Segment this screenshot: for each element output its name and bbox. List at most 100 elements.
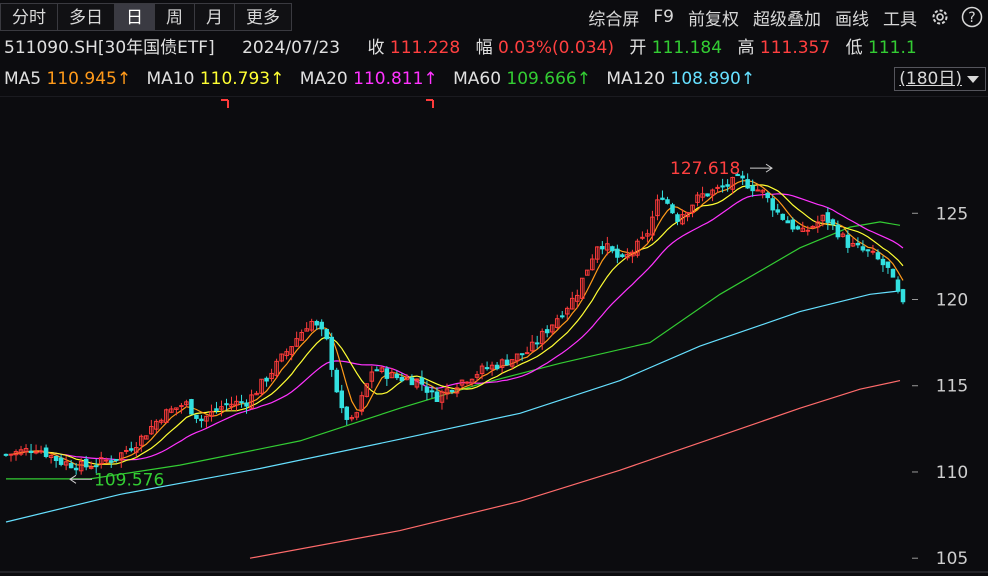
candle-body[interactable] xyxy=(259,378,264,394)
candle-body[interactable] xyxy=(209,411,214,417)
candle-body[interactable] xyxy=(414,378,420,388)
kline-chart[interactable]: 105 110 115 120 125 127.618 109.576 xyxy=(0,96,988,576)
candle-body[interactable] xyxy=(820,214,826,222)
candle-body[interactable] xyxy=(590,258,595,271)
candle-body[interactable] xyxy=(600,246,605,250)
candle-body[interactable] xyxy=(339,390,345,409)
tab-more[interactable]: 更多 xyxy=(235,3,292,31)
tool-f9[interactable]: F9 xyxy=(653,7,674,27)
candle-body[interactable] xyxy=(299,332,304,341)
candle-body[interactable] xyxy=(815,221,821,228)
candle-body[interactable] xyxy=(469,378,475,384)
candle-body[interactable] xyxy=(800,227,806,232)
candle-body[interactable] xyxy=(549,324,555,333)
candle-body[interactable] xyxy=(204,415,209,422)
tab-week[interactable]: 周 xyxy=(155,3,195,31)
candle-body[interactable] xyxy=(464,381,470,384)
candle-body[interactable] xyxy=(264,377,269,382)
candle-body[interactable] xyxy=(865,249,871,252)
candle-body[interactable] xyxy=(78,460,84,472)
candle-body[interactable] xyxy=(595,246,600,260)
tool-composite-screen[interactable]: 综合屏 xyxy=(588,9,640,30)
candle-body[interactable] xyxy=(570,297,575,310)
candle-body[interactable] xyxy=(324,328,329,340)
candle-body[interactable] xyxy=(184,401,189,406)
candle-body[interactable] xyxy=(700,193,705,198)
candle-body[interactable] xyxy=(870,250,876,253)
tab-intraday[interactable]: 分时 xyxy=(0,3,58,31)
candle-body[interactable] xyxy=(289,346,294,355)
candle-body[interactable] xyxy=(48,455,54,459)
candle-body[interactable] xyxy=(249,394,254,409)
candle-body[interactable] xyxy=(63,461,69,466)
tab-day[interactable]: 日 xyxy=(115,3,155,31)
candle-body[interactable] xyxy=(725,184,730,187)
candle-body[interactable] xyxy=(459,379,465,386)
candle-body[interactable] xyxy=(3,453,9,456)
candle-body[interactable] xyxy=(149,425,154,435)
candle-body[interactable] xyxy=(880,258,886,266)
candle-body[interactable] xyxy=(695,194,700,203)
candle-body[interactable] xyxy=(113,458,119,461)
candle-body[interactable] xyxy=(214,408,219,411)
candle-body[interactable] xyxy=(103,459,109,462)
candle-body[interactable] xyxy=(284,351,289,357)
candle-body[interactable] xyxy=(575,294,580,302)
candle-body[interactable] xyxy=(825,212,831,223)
candle-body[interactable] xyxy=(640,236,645,239)
candle-body[interactable] xyxy=(98,457,104,465)
candle-body[interactable] xyxy=(504,359,510,366)
candle-body[interactable] xyxy=(154,420,159,430)
candle-body[interactable] xyxy=(860,246,866,251)
candle-body[interactable] xyxy=(399,376,405,382)
candle-body[interactable] xyxy=(580,277,585,299)
candle-body[interactable] xyxy=(620,254,625,258)
candle-body[interactable] xyxy=(635,240,640,256)
candle-body[interactable] xyxy=(715,186,720,189)
candle-body[interactable] xyxy=(790,219,796,230)
candle-body[interactable] xyxy=(419,377,425,385)
candle-body[interactable] xyxy=(444,388,450,395)
candle-body[interactable] xyxy=(224,403,229,406)
candle-body[interactable] xyxy=(519,353,525,356)
candle-body[interactable] xyxy=(304,328,309,332)
candle-body[interactable] xyxy=(394,373,400,379)
candle-body[interactable] xyxy=(374,369,380,372)
candle-body[interactable] xyxy=(685,212,690,218)
period-selector[interactable]: (180日) xyxy=(894,67,986,91)
candle-body[interactable] xyxy=(660,197,665,200)
candle-body[interactable] xyxy=(269,372,274,380)
candle-body[interactable] xyxy=(239,401,244,404)
candle-body[interactable] xyxy=(38,450,44,453)
candle-body[interactable] xyxy=(349,417,355,420)
candle-body[interactable] xyxy=(179,405,184,408)
candle-body[interactable] xyxy=(219,406,224,410)
candle-body[interactable] xyxy=(199,418,204,422)
candle-body[interactable] xyxy=(750,185,755,192)
candle-body[interactable] xyxy=(449,389,455,393)
tool-draw-line[interactable]: 画线 xyxy=(835,9,869,30)
candle-body[interactable] xyxy=(760,189,765,193)
candle-body[interactable] xyxy=(379,367,385,373)
candle-body[interactable] xyxy=(194,414,199,419)
candle-body[interactable] xyxy=(43,447,49,457)
candle-body[interactable] xyxy=(745,179,750,189)
candle-body[interactable] xyxy=(559,315,565,318)
candle-body[interactable] xyxy=(364,383,370,397)
candle-body[interactable] xyxy=(13,451,19,456)
candle-body[interactable] xyxy=(489,364,495,370)
candle-body[interactable] xyxy=(344,406,350,420)
event-flag-icon[interactable] xyxy=(221,99,229,108)
candle-body[interactable] xyxy=(169,408,174,413)
candle-body[interactable] xyxy=(770,198,775,211)
candle-body[interactable] xyxy=(539,330,545,345)
candle-body[interactable] xyxy=(554,318,560,328)
candle-body[interactable] xyxy=(835,224,841,238)
candle-body[interactable] xyxy=(164,409,169,423)
candle-body[interactable] xyxy=(670,204,675,214)
candle-body[interactable] xyxy=(18,449,24,455)
candle-body[interactable] xyxy=(605,243,610,251)
candle-body[interactable] xyxy=(900,289,906,303)
candle-body[interactable] xyxy=(33,451,39,454)
candle-body[interactable] xyxy=(174,407,179,410)
